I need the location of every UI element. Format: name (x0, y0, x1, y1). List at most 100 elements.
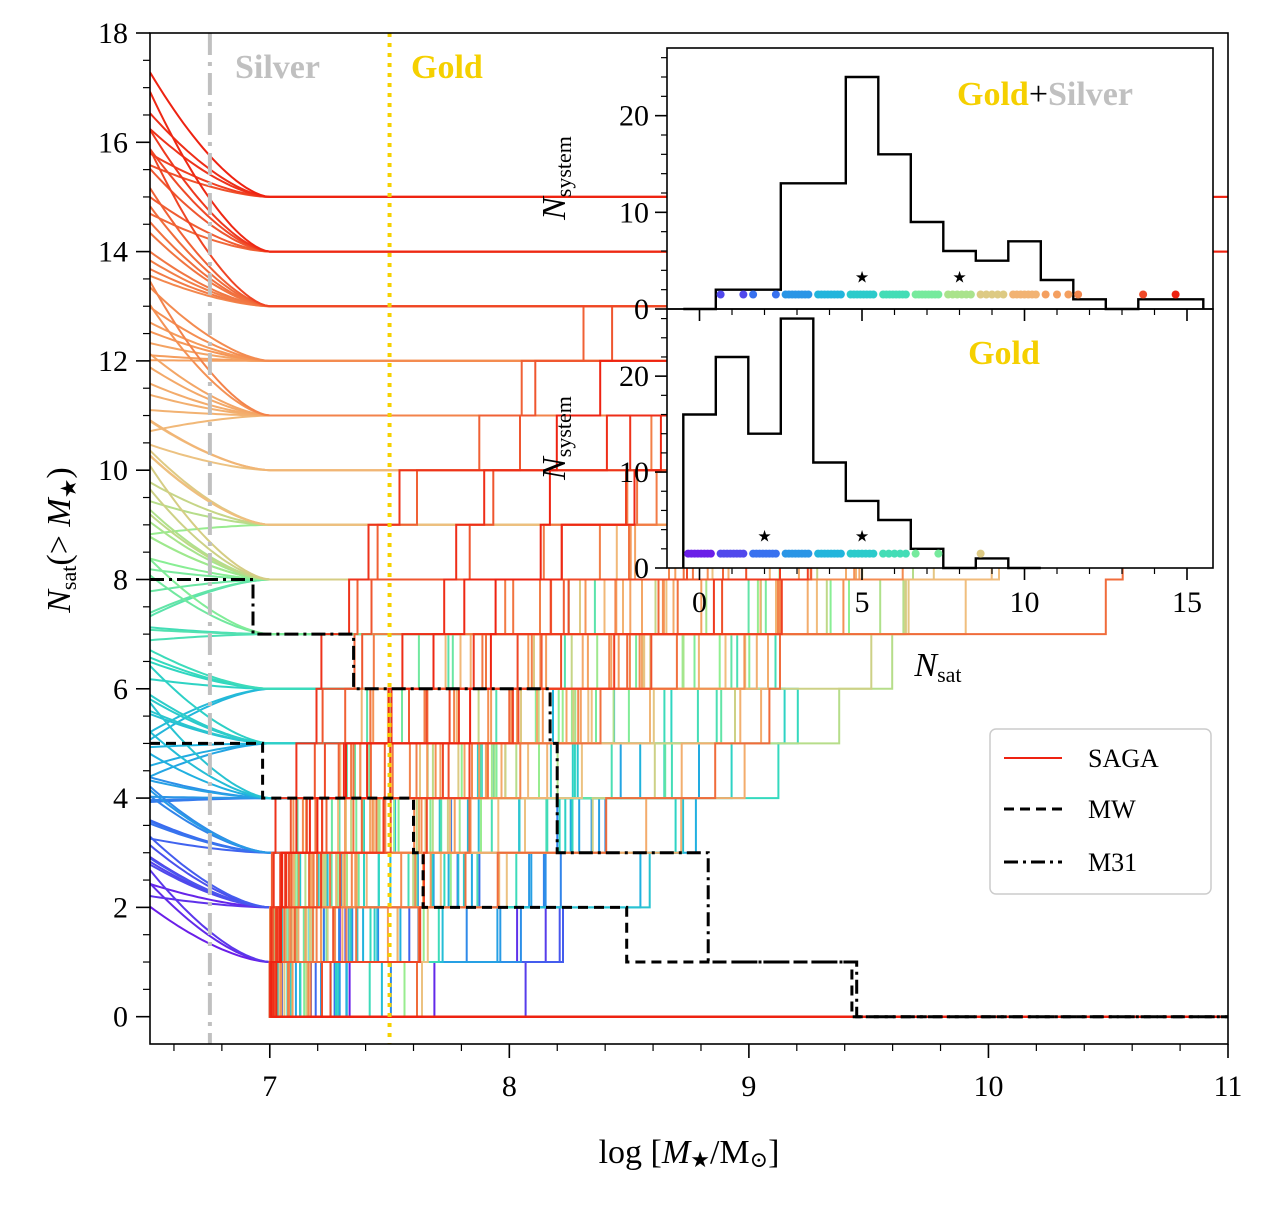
inset-top-host-point (869, 290, 878, 299)
inset-top-plus: + (1029, 76, 1048, 113)
y-tick-label: 10 (98, 454, 128, 487)
inset-histograms: 0 10 20 ★ ★ 0 10 20 0 5 10 15 ★ ★ Gold+Silver Gold N… (536, 47, 1214, 687)
inset-bottom-host-point (976, 549, 985, 558)
inset-top-host-point (976, 290, 985, 299)
x-tick-label: 8 (502, 1070, 517, 1103)
inset-bottom-host-point (706, 549, 715, 558)
inset-bottom-y-var: N (536, 455, 573, 481)
inset-bottom-host-point (879, 549, 888, 558)
inset-top-host-point (1031, 290, 1040, 299)
main-plot-frame (149, 32, 1229, 1045)
inset-top-host-point (1064, 290, 1073, 299)
y-tick-label: 2 (113, 891, 128, 924)
inset-x-sub: sat (937, 662, 961, 687)
inset-top-host-point (716, 290, 725, 299)
inset-bottom-host-point (911, 549, 920, 558)
inset-top-host-point (988, 290, 996, 299)
y-label-sub: sat (56, 566, 81, 590)
inset-bottom-y-tick-label: 10 (619, 456, 649, 489)
saga-host-curve (150, 869, 1228, 1018)
y-tick-label: 12 (98, 345, 128, 378)
saga-host-curve (150, 701, 1228, 1018)
inset-top-host-point (934, 290, 943, 299)
threshold-lines (207, 33, 392, 1044)
inset-bottom-histogram-outline (682, 317, 1041, 570)
inset-top-host-point (1053, 290, 1061, 299)
inset-bottom-star-marker: ★ (855, 529, 869, 546)
inset-bottom-frame (666, 308, 1214, 569)
inset-bottom-host-point (901, 549, 910, 558)
inset-bottom-x-tick-label: 10 (1010, 586, 1040, 619)
inset-bottom-title: Gold (968, 335, 1040, 372)
reference-curves (150, 578, 1228, 1019)
saga-host-curve (150, 419, 1228, 1018)
legend-m31-label: M31 (1088, 848, 1137, 877)
x-label-mid: /M (710, 1134, 750, 1171)
x-tick-label: 7 (262, 1070, 277, 1103)
saga-host-curve (150, 795, 1228, 1018)
inset-top-host-point (1139, 290, 1148, 299)
inset-bottom-y-tick-label: 20 (619, 360, 649, 393)
inset-bottom-host-point (896, 549, 905, 558)
legend-box (989, 728, 1212, 895)
x-label-sun: ⊙ (750, 1147, 768, 1172)
inset-top-y-var: N (536, 195, 573, 221)
inset-bottom-host-point (890, 549, 899, 558)
inset-bottom-host-point (934, 549, 943, 558)
y-label-rest: (> (41, 527, 78, 566)
inset-top-host-point (739, 290, 748, 299)
inset-bottom-y-label: Nsystem (536, 396, 576, 481)
saga-host-curve (150, 731, 1228, 1018)
x-label-suffix: ] (768, 1134, 779, 1171)
inset-bottom-y-sub: system (551, 396, 576, 457)
y-tick-label: 0 (113, 1001, 128, 1034)
inset-top-host-point (999, 290, 1008, 299)
inset-top-host-point (749, 290, 758, 299)
legend-mw-label: MW (1088, 795, 1136, 824)
m31-step-curve (150, 578, 1228, 1019)
inset-bottom-x-tick-label: 5 (855, 586, 870, 619)
saga-host-curve (150, 779, 1228, 1018)
main-y-axis: 0 2 4 6 8 10 12 14 16 18 (98, 17, 150, 1034)
main-y-axis-label: Nsat(> M★) (41, 467, 81, 614)
inset-bottom-y-tick-label: 0 (634, 552, 649, 585)
mw-step-curve (150, 741, 1228, 1019)
main-x-axis-label: log [M★/M⊙] (599, 1134, 780, 1172)
inset-top-host-point (1171, 290, 1180, 299)
y-tick-label: 16 (98, 126, 128, 159)
inset-bottom-host-point (869, 549, 878, 558)
y-tick-label: 4 (113, 782, 128, 815)
inset-top-y-tick-label: 0 (634, 293, 649, 326)
inset-bottom-host-point (771, 549, 780, 558)
y-label-var: N (41, 588, 78, 614)
x-tick-label: 10 (973, 1070, 1003, 1103)
inset-bottom-star-marker: ★ (757, 529, 771, 546)
main-x-axis: 7 8 9 10 11 (173, 1044, 1243, 1103)
inset-top-star-marker: ★ (952, 270, 966, 287)
saga-host-curve (150, 795, 1228, 1018)
saga-host-curve (150, 523, 1228, 1018)
inset-top-y-sub: system (551, 136, 576, 197)
inset-bottom-host-point (884, 549, 893, 558)
inset-bottom-x-tick-label: 15 (1172, 586, 1202, 619)
x-tick-label: 11 (1214, 1070, 1243, 1103)
y-tick-label: 18 (98, 17, 128, 50)
x-label-var: M (661, 1134, 692, 1171)
inset-top-title: Gold+Silver (957, 76, 1133, 113)
inset-bottom-panel: 0 10 20 0 5 10 15 ★ ★ (619, 317, 1202, 619)
saga-host-curve (150, 454, 1228, 1018)
inset-top-host-point (836, 290, 845, 299)
inset-top-host-point (901, 290, 910, 299)
y-label-end: ) (41, 467, 78, 478)
inset-bottom-x-tick-label: 0 (692, 586, 707, 619)
legend: SAGA MW M31 (989, 728, 1212, 895)
y-label-var2: M (41, 497, 78, 528)
inset-top-host-point (993, 290, 1002, 299)
y-tick-label: 8 (113, 563, 128, 596)
inset-x-label: Nsat (913, 647, 961, 687)
silver-threshold-label: Silver (235, 49, 320, 86)
inset-top-star-marker: ★ (855, 270, 869, 287)
inset-top-y-label: Nsystem (536, 136, 576, 221)
inset-top-host-point (966, 290, 975, 299)
